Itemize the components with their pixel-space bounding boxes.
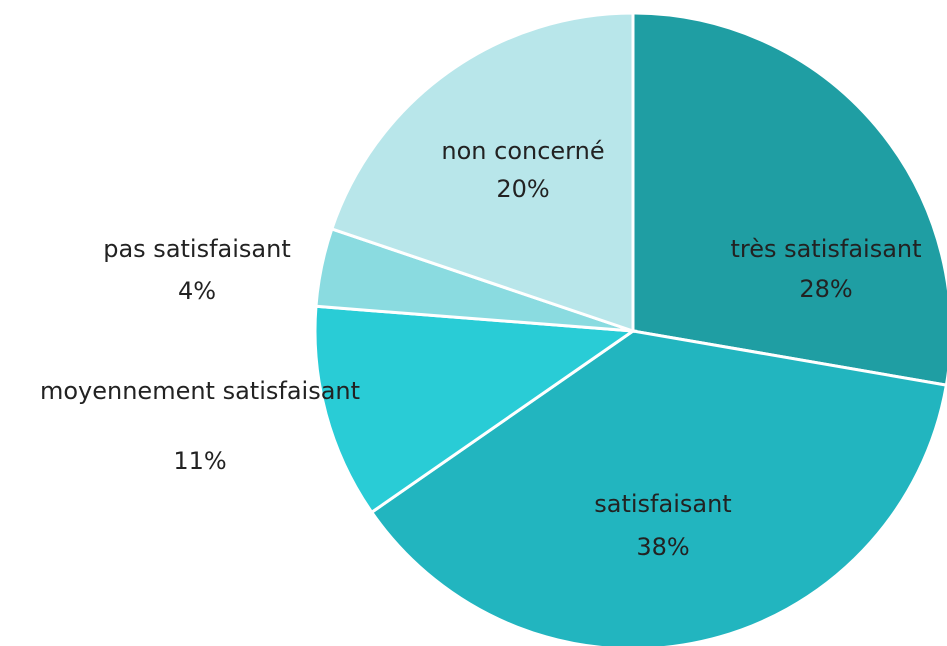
value-label: 20%	[496, 175, 549, 203]
category-label: non concerné	[441, 137, 604, 165]
category-label: moyennement satisfaisant	[40, 377, 360, 405]
category-label: satisfaisant	[594, 490, 731, 518]
pie-slice	[329, 11, 635, 334]
category-label: pas satisfaisant	[103, 235, 291, 263]
value-label: 38%	[636, 533, 689, 561]
value-label: 4%	[178, 277, 216, 305]
value-label: 11%	[173, 447, 226, 475]
pie-slice	[369, 329, 947, 646]
category-label: très satisfaisant	[730, 235, 921, 263]
pie-slice	[313, 304, 638, 515]
value-label: 28%	[799, 275, 852, 303]
pie-slice	[631, 11, 947, 387]
